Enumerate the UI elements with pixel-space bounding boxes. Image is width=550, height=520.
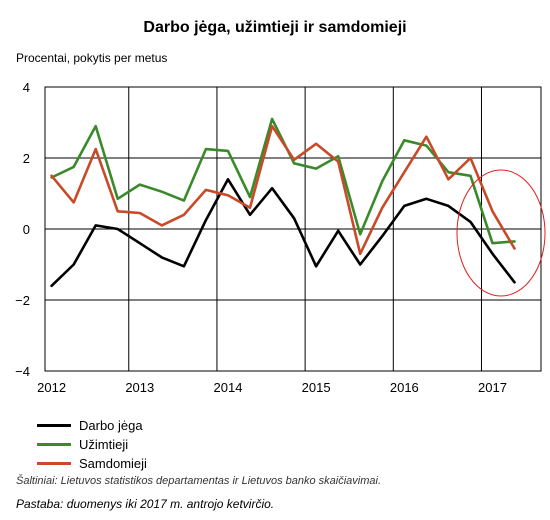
series-lines — [50, 117, 516, 288]
legend-item: Užimtieji — [37, 435, 147, 454]
x-tick-label: 2016 — [390, 380, 419, 395]
x-tick-label: 2014 — [214, 380, 243, 395]
series-line — [50, 117, 516, 245]
y-ticks: 4 2 0 −2 −4 — [15, 80, 30, 379]
x-tick-label: 2015 — [302, 380, 331, 395]
legend-swatch — [37, 424, 71, 427]
x-tick-label: 2013 — [125, 380, 154, 395]
y-tick-label: −4 — [15, 364, 30, 379]
legend-item: Samdomieji — [37, 454, 147, 473]
y-axis-label: Procentai, pokytis per metus — [16, 51, 168, 65]
chart-title: Darbo jėga, užimtieji ir samdomieji — [143, 19, 407, 36]
legend-item: Darbo jėga — [37, 416, 147, 435]
footnote: Pastaba: duomenys iki 2017 m. antrojo ke… — [16, 497, 275, 511]
y-tick-label: 0 — [23, 222, 30, 237]
legend-swatch — [37, 443, 71, 446]
legend-swatch — [37, 462, 71, 465]
y-tick-label: 2 — [23, 151, 30, 166]
series-line — [50, 124, 516, 256]
highlight-ellipse — [456, 169, 546, 297]
legend: Darbo jėga Užimtieji Samdomieji — [37, 416, 147, 473]
legend-label: Užimtieji — [79, 437, 129, 452]
y-tick-label: 4 — [23, 80, 30, 95]
x-tick-label: 2012 — [37, 380, 66, 395]
series-line — [50, 178, 516, 288]
y-tick-label: −2 — [15, 293, 30, 308]
source-note: Šaltiniai: Lietuvos statistikos departam… — [16, 475, 382, 487]
legend-label: Samdomieji — [79, 456, 147, 471]
x-tick-label: 2017 — [478, 380, 507, 395]
legend-label: Darbo jėga — [79, 418, 143, 433]
x-ticks: 2012 2013 2014 2015 2016 2017 — [37, 380, 507, 395]
